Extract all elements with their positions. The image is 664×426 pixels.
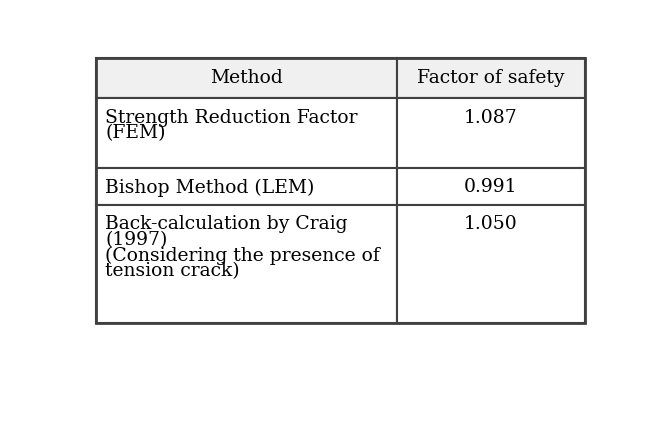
Text: 1.087: 1.087 <box>463 109 517 127</box>
Text: (FEM): (FEM) <box>105 124 165 142</box>
Bar <box>96 98 396 168</box>
Text: Factor of safety: Factor of safety <box>417 69 564 87</box>
Bar <box>396 168 585 205</box>
Text: tension crack): tension crack) <box>105 262 240 280</box>
Bar <box>96 58 585 323</box>
Text: Method: Method <box>210 69 283 87</box>
Text: Strength Reduction Factor: Strength Reduction Factor <box>105 109 358 127</box>
Text: 1.050: 1.050 <box>463 215 517 233</box>
Bar <box>396 205 585 323</box>
Bar <box>96 58 396 98</box>
Bar <box>396 98 585 168</box>
Text: (1997): (1997) <box>105 231 167 249</box>
Text: Bishop Method (LEM): Bishop Method (LEM) <box>105 178 315 196</box>
Bar <box>96 205 396 323</box>
Text: Back-calculation by Craig: Back-calculation by Craig <box>105 215 348 233</box>
Bar <box>96 168 396 205</box>
Text: (Considering the presence of: (Considering the presence of <box>105 247 380 265</box>
Text: 0.991: 0.991 <box>464 178 517 196</box>
Bar <box>396 58 585 98</box>
